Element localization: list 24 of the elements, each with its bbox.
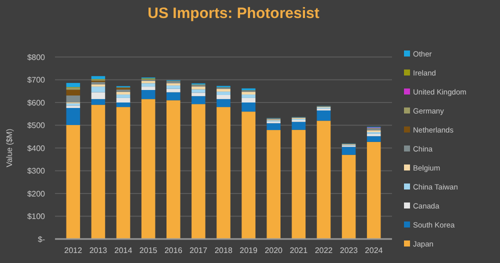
x-tick-label: 2017 bbox=[190, 246, 208, 255]
chart-title: US Imports: Photoresist bbox=[148, 5, 320, 22]
x-tick-label: 2012 bbox=[64, 246, 83, 255]
y-tick-label: $600 bbox=[27, 98, 46, 108]
x-tick-label: 2021 bbox=[290, 246, 308, 255]
x-tick-label: 2014 bbox=[114, 246, 133, 255]
y-tick-label: $200 bbox=[27, 189, 46, 198]
y-tick-label: $300 bbox=[27, 166, 46, 176]
y-tick-label: $400 bbox=[27, 144, 46, 153]
x-tick-label: 2018 bbox=[214, 246, 233, 255]
x-tick-label: 2024 bbox=[364, 246, 384, 255]
x-tick-label: 2022 bbox=[314, 246, 334, 255]
y-tick-label: $700 bbox=[27, 76, 46, 85]
x-tick-label: 2020 bbox=[264, 246, 284, 255]
y-axis-title: Value ($M) bbox=[5, 128, 14, 168]
x-tick-label: 2015 bbox=[139, 246, 158, 255]
x-tick-label: 2019 bbox=[240, 246, 258, 255]
x-tick-label: 2023 bbox=[340, 246, 358, 255]
y-tick-label: $100 bbox=[27, 212, 46, 222]
y-tick-label: $800 bbox=[27, 52, 46, 62]
y-tick-label: $500 bbox=[27, 121, 46, 130]
x-tick-label: 2013 bbox=[89, 246, 108, 255]
y-tick-label: $- bbox=[38, 234, 46, 244]
x-tick-label: 2016 bbox=[164, 246, 183, 255]
